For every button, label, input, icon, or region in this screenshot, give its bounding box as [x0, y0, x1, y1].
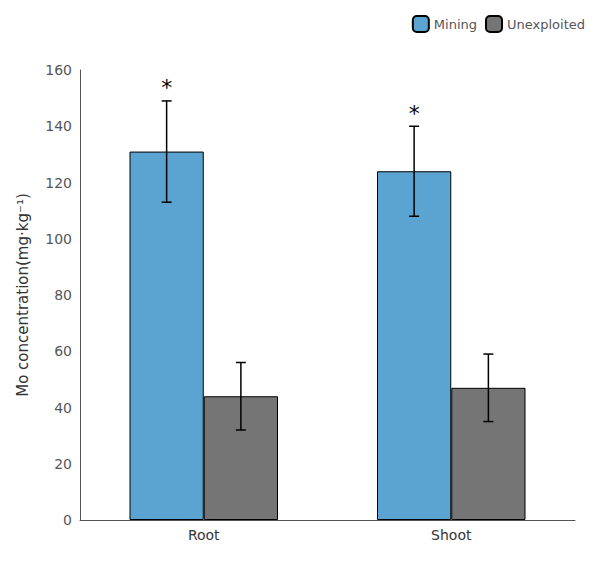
svg-text:*: * [161, 75, 172, 100]
svg-text:Mo concentration(mg·kg⁻¹): Mo concentration(mg·kg⁻¹) [14, 193, 32, 397]
svg-text:120: 120 [45, 175, 72, 191]
svg-text:Unexploited: Unexploited [507, 17, 585, 32]
svg-text:Shoot: Shoot [431, 527, 472, 543]
svg-text:Mining: Mining [434, 17, 477, 32]
svg-text:100: 100 [45, 231, 72, 247]
svg-text:160: 160 [45, 62, 72, 78]
svg-text:80: 80 [54, 287, 72, 303]
svg-text:0: 0 [63, 512, 72, 528]
svg-text:Root: Root [188, 527, 220, 543]
svg-text:40: 40 [54, 400, 72, 416]
svg-text:60: 60 [54, 343, 72, 359]
svg-text:*: * [409, 101, 420, 126]
svg-text:140: 140 [45, 118, 72, 134]
svg-text:20: 20 [54, 456, 72, 472]
